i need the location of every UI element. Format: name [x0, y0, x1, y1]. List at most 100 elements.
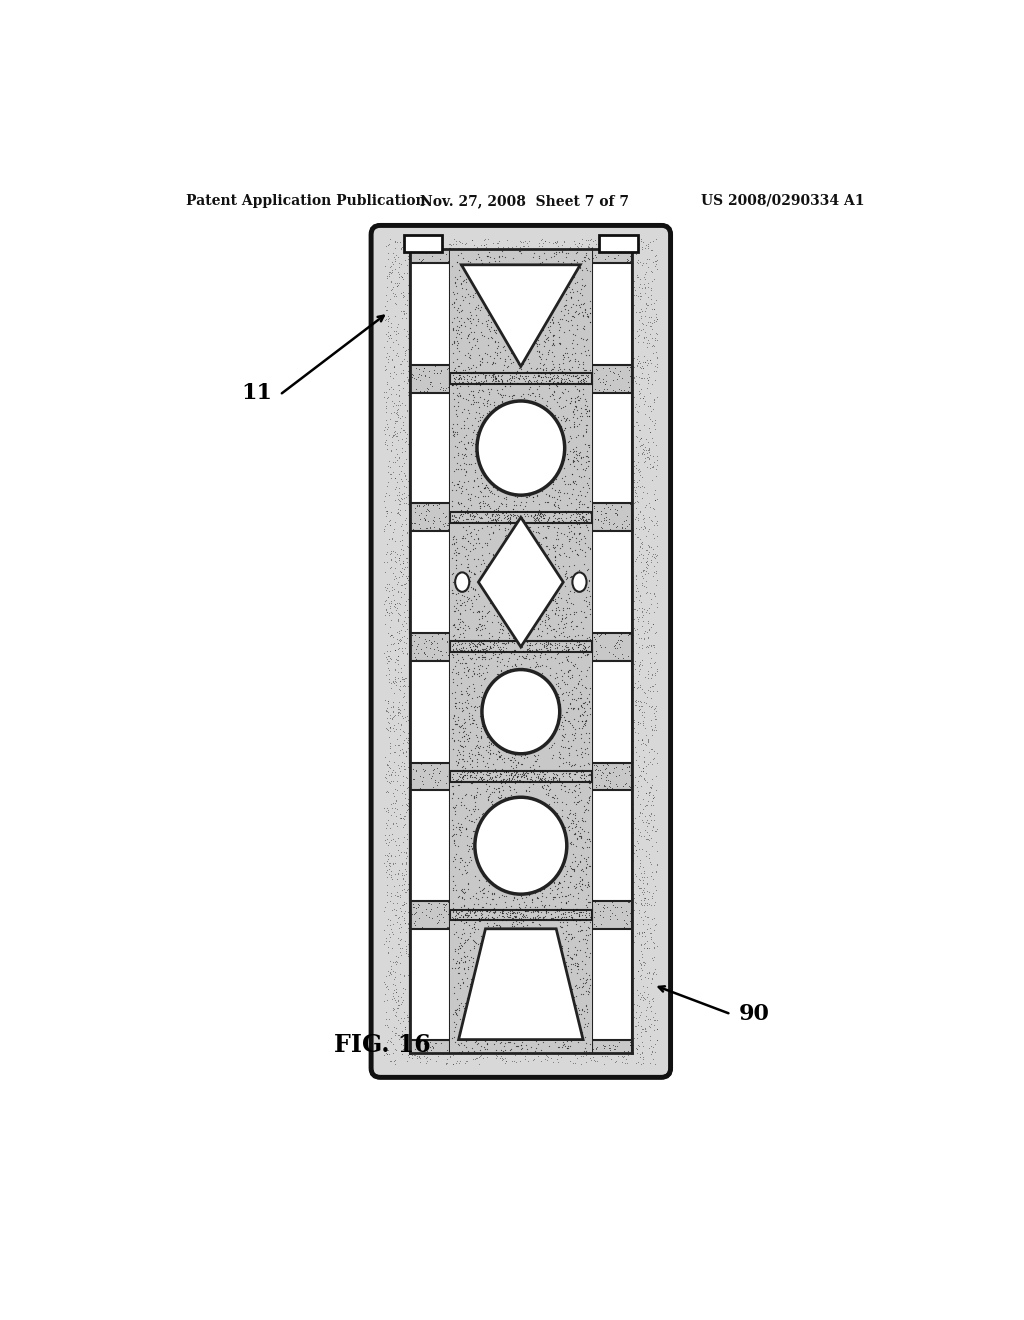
Point: [566, 891, 583, 912]
Point: [482, 853, 499, 874]
Point: [549, 861, 565, 882]
Point: [464, 264, 480, 285]
Point: [506, 787, 522, 808]
Point: [467, 301, 483, 322]
Point: [579, 582, 595, 603]
Point: [516, 478, 532, 499]
Point: [498, 495, 514, 516]
Point: [421, 500, 437, 521]
Point: [422, 275, 438, 296]
Point: [414, 875, 430, 896]
Point: [605, 739, 622, 760]
Point: [544, 562, 560, 583]
Point: [622, 653, 638, 675]
Point: [485, 593, 502, 614]
Point: [509, 692, 525, 713]
Point: [541, 941, 557, 962]
Point: [461, 560, 477, 581]
Point: [613, 859, 630, 880]
Point: [403, 294, 420, 315]
Point: [579, 896, 595, 917]
Point: [489, 425, 506, 446]
Point: [546, 288, 562, 309]
Point: [423, 1016, 439, 1038]
Point: [516, 1012, 532, 1034]
Point: [528, 352, 545, 374]
Point: [574, 686, 591, 708]
Point: [536, 809, 552, 830]
Point: [452, 594, 468, 615]
Point: [408, 639, 424, 660]
Point: [489, 787, 506, 808]
Point: [565, 244, 582, 265]
Point: [496, 392, 512, 413]
Point: [521, 1026, 538, 1047]
Point: [595, 960, 611, 981]
Point: [521, 810, 538, 832]
Point: [646, 673, 663, 694]
Point: [636, 825, 652, 846]
Point: [535, 290, 551, 312]
Point: [546, 370, 562, 391]
Point: [449, 312, 465, 333]
Point: [472, 708, 488, 729]
Point: [388, 981, 404, 1002]
Point: [508, 854, 524, 875]
Point: [381, 593, 397, 614]
Point: [551, 503, 567, 524]
Point: [479, 854, 496, 875]
Point: [464, 900, 480, 921]
Point: [427, 855, 443, 876]
Point: [565, 411, 582, 432]
Point: [452, 337, 468, 358]
Point: [544, 587, 560, 609]
Point: [403, 714, 420, 735]
Point: [468, 374, 484, 395]
Point: [452, 565, 468, 586]
Point: [575, 861, 592, 882]
Point: [403, 345, 420, 366]
Point: [490, 322, 507, 343]
Point: [412, 565, 428, 586]
Point: [455, 767, 471, 788]
Point: [549, 770, 565, 791]
Point: [440, 416, 457, 437]
Point: [595, 1027, 611, 1048]
Point: [456, 591, 472, 612]
Point: [613, 364, 630, 385]
Point: [458, 932, 474, 953]
Point: [391, 701, 408, 722]
Point: [487, 401, 504, 422]
Point: [561, 399, 578, 420]
Point: [609, 417, 626, 438]
Point: [418, 546, 434, 568]
Point: [548, 597, 564, 618]
Point: [417, 565, 433, 586]
Point: [455, 766, 471, 787]
Point: [507, 750, 523, 771]
Point: [494, 392, 510, 413]
Point: [613, 884, 630, 906]
Point: [500, 455, 516, 477]
Point: [494, 591, 510, 612]
Point: [501, 692, 517, 713]
Point: [483, 789, 500, 810]
Point: [508, 906, 524, 927]
Point: [488, 587, 505, 609]
Point: [515, 496, 531, 517]
Point: [615, 329, 632, 350]
Point: [463, 715, 479, 737]
Point: [515, 615, 531, 636]
Point: [494, 884, 510, 906]
Point: [453, 327, 469, 348]
Point: [439, 515, 456, 536]
Point: [538, 564, 554, 585]
Point: [595, 986, 611, 1007]
Point: [535, 895, 551, 916]
Point: [525, 323, 542, 345]
Point: [390, 990, 407, 1011]
Point: [598, 490, 614, 511]
Point: [508, 407, 524, 428]
Point: [555, 821, 571, 842]
Point: [447, 698, 464, 719]
